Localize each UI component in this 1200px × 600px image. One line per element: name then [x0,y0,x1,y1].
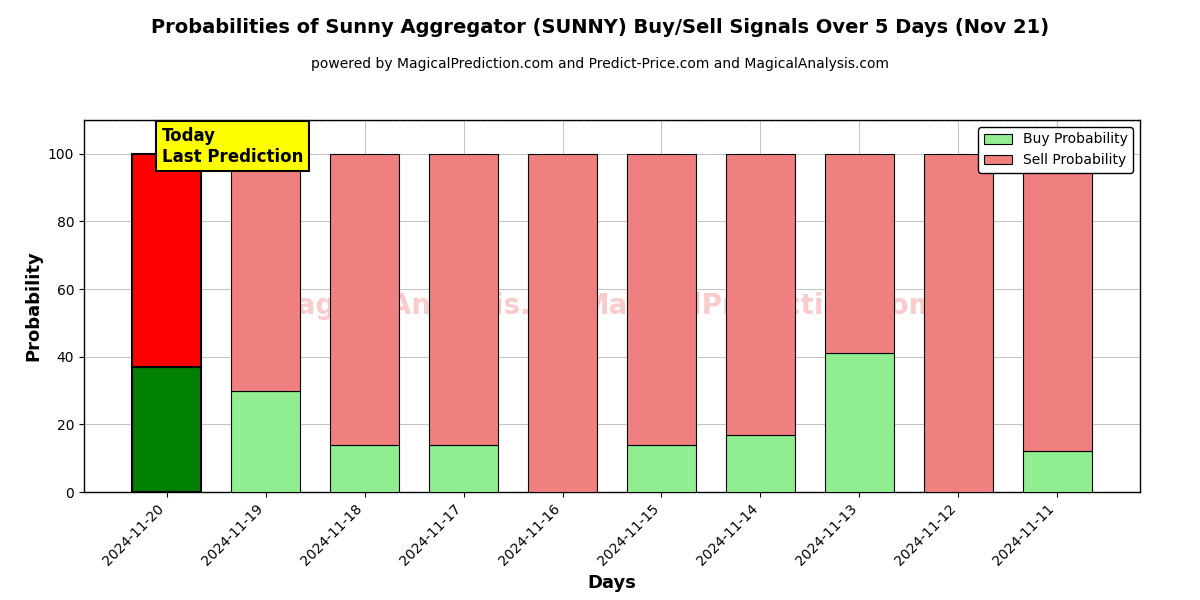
Bar [230,154,300,391]
Text: MagicalAnalysis.com: MagicalAnalysis.com [269,292,595,320]
Bar [132,367,202,492]
Bar [626,445,696,492]
Bar [330,445,400,492]
Bar [230,391,300,492]
Y-axis label: Probability: Probability [24,251,42,361]
Bar [428,154,498,445]
X-axis label: Days: Days [588,574,636,592]
Bar [626,154,696,445]
Bar [132,154,202,367]
Text: MagicalPrediction.com: MagicalPrediction.com [582,292,938,320]
Bar [1022,451,1092,492]
Bar [924,154,994,492]
Bar [824,353,894,492]
Legend: Buy Probability, Sell Probability: Buy Probability, Sell Probability [978,127,1133,173]
Bar [528,154,598,492]
Bar [1022,154,1092,451]
Bar [428,445,498,492]
Bar [726,434,796,492]
Bar [330,154,400,445]
Bar [726,154,796,434]
Text: powered by MagicalPrediction.com and Predict-Price.com and MagicalAnalysis.com: powered by MagicalPrediction.com and Pre… [311,57,889,71]
Bar [824,154,894,353]
Text: Probabilities of Sunny Aggregator (SUNNY) Buy/Sell Signals Over 5 Days (Nov 21): Probabilities of Sunny Aggregator (SUNNY… [151,18,1049,37]
Text: Today
Last Prediction: Today Last Prediction [162,127,304,166]
